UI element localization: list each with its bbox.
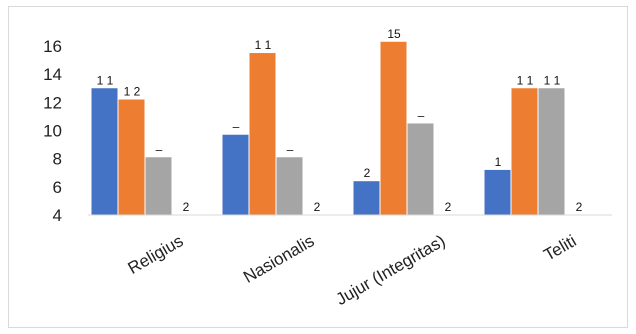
bar xyxy=(145,157,172,215)
data-label: – xyxy=(418,108,425,122)
y-tick-label: 12 xyxy=(43,93,62,112)
x-axis: Religius Nasionalis Jujur (Integritas) Teli… xyxy=(125,231,580,309)
bar xyxy=(276,157,303,215)
x-category-label: Teliti xyxy=(541,231,580,264)
data-label: 1 2 xyxy=(124,85,141,99)
data-label: – xyxy=(156,142,163,156)
bar xyxy=(249,53,276,215)
bar xyxy=(538,88,565,215)
bar xyxy=(353,181,380,215)
data-label: 2 xyxy=(364,166,371,180)
y-tick-label: 4 xyxy=(53,206,62,225)
y-axis: 4 6 8 10 12 14 16 xyxy=(43,37,62,225)
y-tick-label: 14 xyxy=(43,65,62,84)
data-label: 1 1 xyxy=(255,38,272,52)
y-tick-label: 16 xyxy=(43,37,62,56)
bar xyxy=(511,88,538,215)
x-category-label: Religius xyxy=(125,231,187,278)
data-label: 2 xyxy=(445,200,452,214)
bar xyxy=(91,88,118,215)
data-label: 2 xyxy=(183,200,190,214)
data-label: 2 xyxy=(314,200,321,214)
data-label: 1 1 xyxy=(517,73,534,87)
bar-series xyxy=(91,41,565,216)
x-category-label: Jujur (Integritas) xyxy=(333,231,449,309)
bar xyxy=(407,123,434,215)
y-tick-label: 8 xyxy=(53,150,62,169)
data-labels: 1 1 1 2 – 2 – 1 1 – 2 2 15 – 2 1 1 1 1 1 2 xyxy=(97,27,583,214)
bar xyxy=(484,169,511,215)
chart-frame xyxy=(8,6,628,328)
data-label: 2 xyxy=(576,200,583,214)
bar xyxy=(380,41,407,216)
bar xyxy=(118,99,145,215)
y-tick-label: 6 xyxy=(53,178,62,197)
data-label: – xyxy=(233,120,240,134)
data-label: – xyxy=(287,142,294,156)
data-label: 1 1 xyxy=(97,73,114,87)
bar xyxy=(222,134,249,215)
y-tick-label: 10 xyxy=(43,122,62,141)
x-category-label: Nasionalis xyxy=(240,231,317,287)
data-label: 15 xyxy=(387,27,401,41)
data-label: 1 1 xyxy=(544,73,561,87)
data-label: 1 xyxy=(495,155,502,169)
